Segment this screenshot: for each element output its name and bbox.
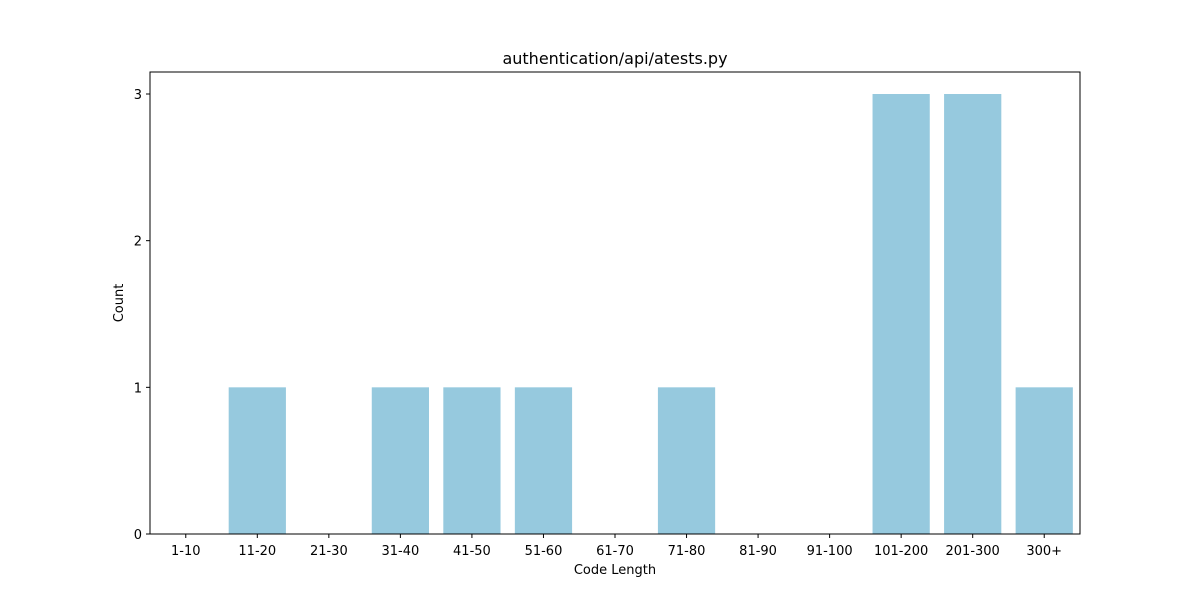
x-tick-label: 91-100 bbox=[807, 544, 853, 559]
bar-11-20 bbox=[228, 387, 286, 534]
y-tick-label: 3 bbox=[134, 88, 142, 103]
bar-71-80 bbox=[657, 387, 716, 534]
y-tick-label: 2 bbox=[134, 235, 142, 250]
y-tick-label: 0 bbox=[134, 528, 142, 543]
x-tick-label: 41-50 bbox=[453, 544, 491, 559]
y-tick-label: 1 bbox=[134, 381, 142, 396]
bar-41-50 bbox=[443, 387, 501, 534]
x-tick-label: 71-80 bbox=[668, 544, 706, 559]
x-axis-label: Code Length bbox=[574, 563, 656, 578]
x-tick-label: 11-20 bbox=[238, 544, 276, 559]
bar-101-200 bbox=[872, 94, 930, 534]
x-tick-label: 21-30 bbox=[310, 544, 348, 559]
x-tick-label: 1-10 bbox=[171, 544, 201, 559]
bar-300+ bbox=[1015, 387, 1073, 534]
y-axis-label: Count bbox=[112, 284, 127, 323]
x-tick-label: 61-70 bbox=[596, 544, 634, 559]
x-tick-label: 300+ bbox=[1026, 544, 1062, 559]
bars-layer bbox=[228, 94, 1073, 534]
x-tick-label: 81-90 bbox=[739, 544, 777, 559]
x-tick-label: 201-300 bbox=[946, 544, 1000, 559]
x-tick-label: 51-60 bbox=[525, 544, 563, 559]
x-tick-label: 31-40 bbox=[381, 544, 419, 559]
y-axis-ticks: 0 1 2 3 bbox=[134, 88, 150, 543]
chart-title: authentication/api/atests.py bbox=[502, 49, 727, 68]
bar-201-300 bbox=[944, 94, 1002, 534]
x-axis-ticks: 1-10 11-20 21-30 31-40 41-50 51-60 61-70 71-80 8… bbox=[171, 534, 1062, 559]
bar-31-40 bbox=[371, 387, 429, 534]
bar-51-60 bbox=[514, 387, 573, 534]
x-tick-label: 101-200 bbox=[874, 544, 928, 559]
